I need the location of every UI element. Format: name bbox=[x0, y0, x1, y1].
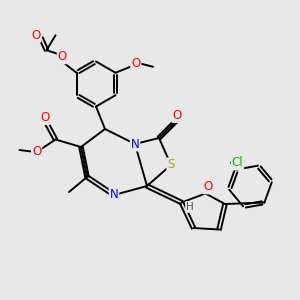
Text: N: N bbox=[130, 137, 140, 151]
Text: O: O bbox=[204, 180, 213, 194]
Text: Cl: Cl bbox=[232, 156, 243, 169]
Text: O: O bbox=[172, 109, 182, 122]
Text: O: O bbox=[131, 57, 140, 70]
Text: O: O bbox=[58, 50, 67, 63]
Text: S: S bbox=[167, 158, 175, 172]
Text: O: O bbox=[40, 111, 50, 124]
Text: O: O bbox=[31, 29, 40, 42]
Text: O: O bbox=[32, 145, 41, 158]
Text: N: N bbox=[110, 188, 118, 202]
Text: H: H bbox=[186, 202, 194, 212]
